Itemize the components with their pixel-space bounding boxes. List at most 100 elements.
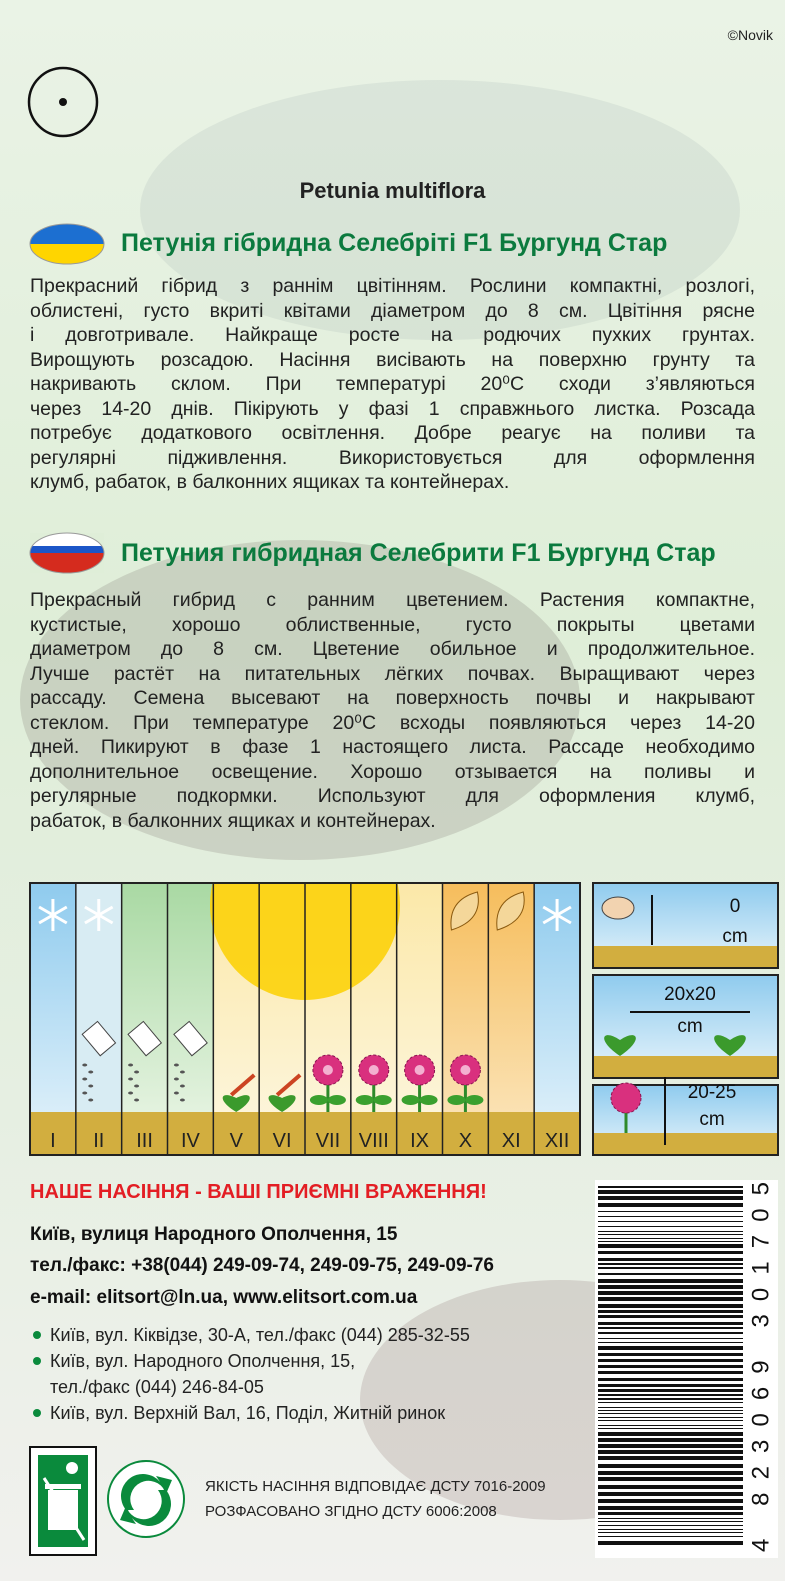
trowel: [275, 1073, 302, 1097]
bar: [598, 1389, 743, 1392]
oak-leaf: [450, 891, 479, 931]
shop-line: Київ, вул. Народного Ополчення, 15,: [50, 1351, 356, 1371]
bar: [598, 1346, 743, 1350]
bar: [598, 1203, 743, 1207]
contact-line: тел./факс: +38(044) 249-09-74, 249-09-75…: [30, 1255, 494, 1276]
sowing-calendar: I II III IV V VI VII VIII IX X XI XII: [29, 882, 581, 1156]
bar: [598, 1402, 743, 1403]
bullet: [33, 1357, 41, 1365]
bar: [598, 1304, 743, 1308]
bar: [598, 1518, 743, 1519]
leaf: [447, 1095, 466, 1105]
flag-ua: [29, 223, 105, 265]
bar: [598, 1438, 743, 1442]
month-label: XI: [502, 1130, 521, 1152]
text-line: дней. Пикируют в фазе 1 настоящего листа…: [30, 736, 755, 758]
bar: [598, 1186, 743, 1188]
seed: [134, 1098, 140, 1102]
ua-title: Петунія гібридна Селебріті F1 Бургунд Ст…: [121, 229, 668, 257]
slogan: НАШЕ НАСІННЯ - ВАШІ ПРИЄМНІ ВРАЖЕННЯ!: [30, 1181, 487, 1203]
planting-panel: 0 cm 20x20 cm 20-25 cm: [592, 882, 779, 1156]
hand: [601, 896, 635, 920]
flag-ru: [29, 532, 105, 574]
text-line: Вирощують розсадою. Насіння висівають на…: [30, 348, 755, 371]
bar: [598, 1536, 743, 1537]
text-line: через 14-20 днів. Пікірують у фазі 1 спр…: [30, 397, 755, 420]
spacing-value: 20x20: [664, 984, 716, 1005]
trowel: [229, 1073, 256, 1097]
bar: [598, 1258, 743, 1261]
text-line: рабаток, в балконних ящиках и контейнера…: [30, 809, 436, 832]
bar: [598, 1332, 743, 1334]
spacing-value: 20-25: [688, 1082, 737, 1103]
seed: [134, 1084, 140, 1088]
bar: [598, 1521, 743, 1522]
seed: [128, 1091, 134, 1095]
flower-center: [414, 1065, 425, 1075]
bar: [598, 1420, 743, 1421]
spacing-value: 0: [730, 896, 741, 917]
bar: [598, 1410, 743, 1411]
ru-description: Прекрасный гибрид с ранним цветением. Ра…: [30, 588, 755, 833]
text-line: і довготривале. Найкраще росте на родючи…: [30, 324, 755, 346]
copyright: ©Novik: [727, 27, 773, 43]
seedling: [604, 1035, 636, 1056]
leaf: [355, 1095, 374, 1105]
text-line: Лучше растёт на питательных лёгких почва…: [30, 662, 755, 685]
seedling: [222, 1095, 250, 1112]
bar: [598, 1365, 743, 1368]
bar: [598, 1529, 743, 1530]
spacing-unit: cm: [722, 926, 747, 947]
seed-pack: [127, 1020, 163, 1057]
bar: [598, 1444, 743, 1448]
leaf: [327, 1095, 346, 1105]
leaf: [373, 1095, 392, 1105]
bar: [598, 1485, 743, 1489]
leaf: [401, 1095, 420, 1105]
text-line: клумб, рабаток, в балконних ящиках та ко…: [30, 471, 510, 493]
text-line: стеклом. При температуре 20⁰C всходы поя…: [30, 711, 755, 734]
bar: [598, 1251, 743, 1254]
text-line: регулярные подкормки. Используют для офо…: [30, 785, 755, 807]
bar: [598, 1211, 743, 1212]
bar: [598, 1477, 743, 1481]
text-line: потребує додаткового освітлення. Добре р…: [30, 422, 755, 444]
bar: [598, 1273, 743, 1275]
spacing-unit: cm: [677, 1016, 702, 1037]
bar: [598, 1322, 743, 1325]
standard: ЯКІСТЬ НАСІННЯ ВІДПОВІДАЄ ДСТУ 7016-2009: [205, 1478, 546, 1495]
recycle-icon: [107, 1460, 185, 1538]
bar: [598, 1196, 743, 1200]
seed: [88, 1084, 94, 1088]
bar: [598, 1384, 743, 1387]
bar: [598, 1263, 743, 1265]
bar: [598, 1285, 743, 1289]
spacing-unit: cm: [699, 1109, 724, 1130]
seedling: [268, 1095, 296, 1112]
flower-center: [460, 1065, 471, 1075]
bar: [598, 1291, 743, 1295]
text-line: регулярні підживлення. Використовується …: [30, 446, 755, 469]
ru-title: Петуния гибридная Селебрити F1 Бургунд С…: [121, 539, 716, 567]
bin-icon: [29, 1446, 97, 1556]
text-line: диаметром до 8 см. Цветение обильное и п…: [30, 638, 755, 660]
month-column: [121, 883, 168, 1155]
bar: [598, 1499, 743, 1503]
bar: [598, 1216, 743, 1217]
month-column: [167, 883, 214, 1155]
bar: [598, 1267, 743, 1269]
month-label: VI: [273, 1130, 292, 1152]
seed: [173, 1091, 179, 1095]
bullet: [33, 1331, 41, 1339]
contact-line: e-mail: elitsort@ln.ua, www.elitsort.com…: [30, 1287, 418, 1308]
leaf: [419, 1095, 438, 1105]
barcode-digits: 4 823069 301705: [747, 1182, 774, 1552]
shop-line: Київ, вул. Верхній Вал, 16, Поділ, Житні…: [50, 1403, 446, 1423]
bar: [598, 1398, 743, 1400]
bar: [598, 1450, 743, 1454]
seed: [179, 1084, 185, 1088]
text-line: рассаду. Семена высевают на поверхность …: [30, 687, 755, 709]
ua-description: Прекрасний гібрид з раннім цвітінням. Ро…: [30, 274, 755, 495]
contact-line: Київ, вулиця Народного Ополчення, 15: [30, 1224, 398, 1245]
